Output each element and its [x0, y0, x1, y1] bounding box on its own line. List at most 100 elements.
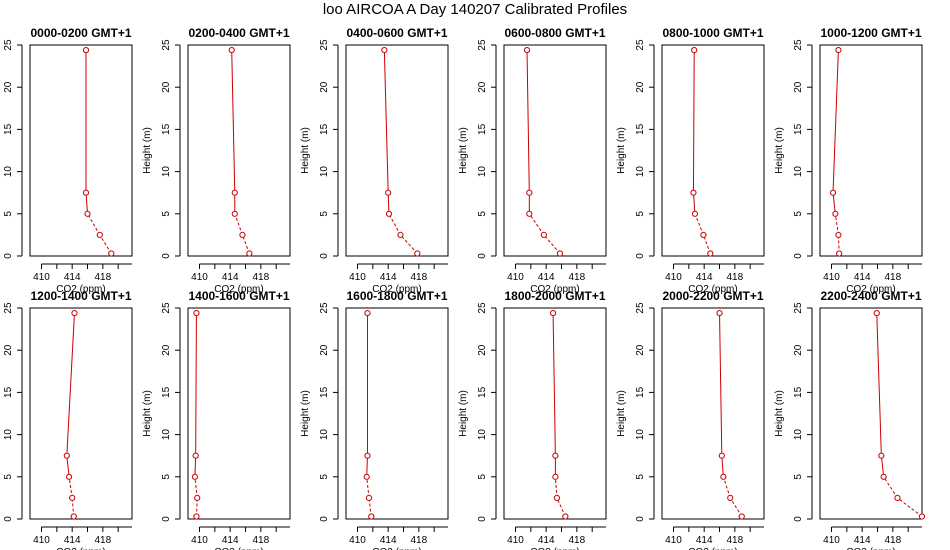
- data-point: [96, 231, 103, 238]
- data-point: [718, 452, 725, 459]
- y-axis-label: Height (m): [774, 127, 785, 174]
- data-point: [540, 231, 547, 238]
- y-axis-label: Height (m): [142, 127, 153, 174]
- panel-title: 0600-0800 GMT+1: [504, 26, 605, 40]
- x-tick-label: 418: [569, 535, 586, 546]
- data-point: [562, 513, 569, 520]
- panel-title: 0000-0200 GMT+1: [30, 26, 131, 40]
- plot-frame: [503, 44, 607, 257]
- x-tick-label: 418: [569, 272, 586, 283]
- series-segment: [834, 213, 839, 235]
- y-tick-label: 15: [635, 386, 646, 398]
- x-tick-label: 414: [696, 535, 713, 546]
- data-point: [397, 231, 404, 238]
- data-point: [228, 46, 235, 54]
- plot-frame: [819, 307, 923, 520]
- y-tick-label: 15: [319, 386, 330, 398]
- series-segment: [194, 476, 198, 498]
- series-segment: [368, 497, 372, 517]
- series-segment: [195, 313, 197, 456]
- series-segment: [194, 455, 197, 477]
- panel-title: 1600-1800 GMT+1: [346, 289, 447, 303]
- x-tick-label: 410: [823, 535, 840, 546]
- data-point: [691, 46, 698, 54]
- series-segment: [722, 476, 731, 499]
- data-point: [894, 494, 901, 501]
- data-point: [707, 250, 714, 257]
- y-tick-label: 15: [3, 123, 14, 135]
- y-tick-label: 0: [3, 516, 14, 522]
- data-point: [368, 513, 375, 520]
- x-tick-label: 418: [885, 272, 902, 283]
- data-point: [63, 452, 70, 459]
- series-segment: [383, 50, 389, 193]
- panel-5: 0800-1000 GMT+1 0 5 10 15 20 25 Height (m) 410 41…: [616, 26, 765, 295]
- y-tick-label: 0: [635, 516, 646, 522]
- data-point: [878, 452, 885, 459]
- data-point: [880, 473, 887, 480]
- series-segment: [234, 213, 243, 236]
- data-point: [365, 494, 373, 501]
- y-tick-label: 15: [477, 123, 488, 135]
- data-point: [82, 46, 90, 54]
- y-tick-label: 15: [793, 123, 804, 135]
- series-segment: [366, 476, 370, 498]
- panel-10: 1800-2000 GMT+1 0 5 10 15 20 25 Height (m) 410 41…: [458, 289, 607, 550]
- data-point: [836, 250, 843, 257]
- data-point: [552, 452, 559, 459]
- x-axis-label: CO2 (ppm): [56, 284, 105, 295]
- x-tick-label: 414: [538, 535, 555, 546]
- y-tick-label: 25: [3, 39, 14, 51]
- y-tick-label: 20: [793, 81, 804, 93]
- series-segment: [68, 476, 73, 498]
- panel-title: 0400-0600 GMT+1: [346, 26, 447, 40]
- x-tick-label: 418: [411, 535, 428, 546]
- x-tick-label: 410: [191, 535, 208, 546]
- panel-title: 0200-0400 GMT+1: [188, 26, 289, 40]
- y-tick-label: 15: [477, 386, 488, 398]
- x-axis-label: CO2 (ppm): [846, 547, 895, 550]
- data-point: [690, 189, 697, 196]
- series-segment: [387, 192, 390, 214]
- data-point: [231, 210, 238, 217]
- y-axis-label: Height (m): [774, 390, 785, 437]
- series-segment: [897, 497, 923, 517]
- data-point: [69, 494, 76, 501]
- panel-3: 0400-0600 GMT+1 0 5 10 15 20 25 Height (m) 410 41…: [300, 26, 449, 295]
- y-tick-label: 0: [161, 516, 172, 522]
- panel-title: 1000-1200 GMT+1: [820, 26, 921, 40]
- y-tick-label: 15: [161, 123, 172, 135]
- data-point: [526, 189, 533, 196]
- x-tick-label: 414: [538, 272, 555, 283]
- series-segment: [692, 192, 696, 214]
- x-axis-label: CO2 (ppm): [530, 284, 579, 295]
- y-tick-label: 15: [3, 386, 14, 398]
- plot-frame: [187, 44, 291, 257]
- y-tick-label: 20: [635, 344, 646, 356]
- y-tick-label: 20: [477, 81, 488, 93]
- series-segment: [702, 234, 711, 254]
- y-tick-label: 25: [477, 302, 488, 314]
- data-point: [192, 452, 199, 459]
- series-segment: [692, 50, 695, 193]
- y-tick-label: 0: [793, 516, 804, 522]
- panel-6: 1000-1200 GMT+1 0 5 10 15 20 25 Height (m) 410 41…: [774, 26, 923, 295]
- x-tick-label: 414: [380, 272, 397, 283]
- y-tick-label: 10: [635, 429, 646, 441]
- x-tick-label: 410: [191, 272, 208, 283]
- y-tick-label: 25: [161, 302, 172, 314]
- y-axis-label: Height (m): [300, 127, 311, 174]
- y-tick-label: 25: [635, 302, 646, 314]
- y-axis-label: Height (m): [458, 127, 469, 174]
- data-point: [835, 46, 842, 54]
- y-tick-label: 10: [477, 166, 488, 178]
- x-tick-label: 418: [727, 535, 744, 546]
- x-tick-label: 410: [349, 535, 366, 546]
- data-point: [239, 231, 246, 238]
- panel-2: 0200-0400 GMT+1 0 5 10 15 20 25 Height (m) 410 41…: [142, 26, 291, 295]
- panel-title: 1200-1400 GMT+1: [30, 289, 131, 303]
- y-tick-label: 5: [793, 211, 804, 217]
- x-tick-label: 410: [665, 535, 682, 546]
- y-tick-label: 0: [319, 516, 330, 522]
- data-point: [193, 513, 200, 520]
